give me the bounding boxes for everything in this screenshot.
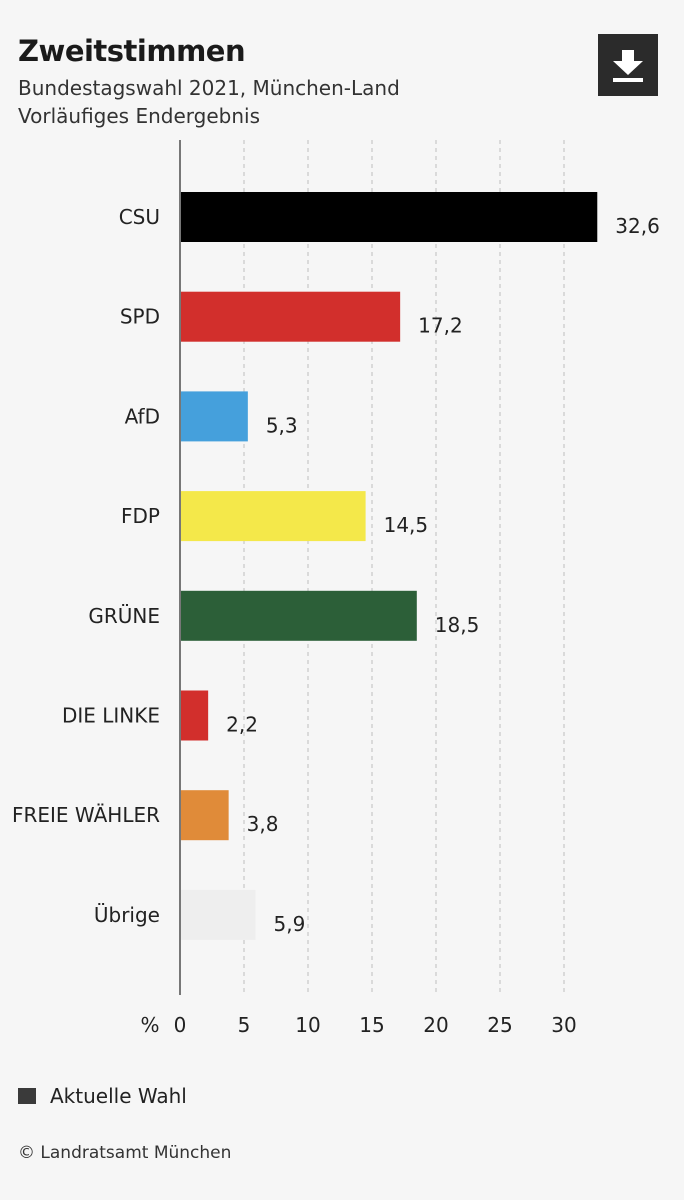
bar-chart: CSU 32,6 SPD 17,2 AfD 5,3 FDP 14,5 GRÜNE 18,5 DIE … xyxy=(12,140,660,1037)
download-icon xyxy=(613,50,643,82)
value-label: 5,9 xyxy=(274,912,306,936)
chart-subtitle: Bundestagswahl 2021, München-Land xyxy=(18,76,400,100)
tick-label: 20 xyxy=(423,1013,448,1037)
category-label: AfD xyxy=(125,404,160,428)
value-label: 14,5 xyxy=(384,513,429,537)
tick-label: 15 xyxy=(359,1013,384,1037)
bar-5 xyxy=(180,690,209,741)
axis-unit-label: % xyxy=(140,1013,159,1037)
legend-swatch xyxy=(18,1087,36,1104)
tick-label: 25 xyxy=(487,1013,512,1037)
bar-0 xyxy=(180,192,598,242)
value-label: 3,8 xyxy=(247,812,279,836)
category-label: DIE LINKE xyxy=(62,704,160,728)
category-label: Übrige xyxy=(94,903,160,927)
value-label: 5,3 xyxy=(266,413,298,437)
bar-2 xyxy=(180,391,248,442)
bar-4 xyxy=(180,590,417,641)
bar-7 xyxy=(180,889,256,940)
value-label: 2,2 xyxy=(226,713,258,737)
category-label: SPD xyxy=(120,305,160,329)
download-button[interactable] xyxy=(598,34,658,96)
tick-label: 0 xyxy=(174,1013,187,1037)
value-label: 18,5 xyxy=(435,613,480,637)
category-label: GRÜNE xyxy=(88,604,160,628)
chart-subtitle-status: Vorläufiges Endergebnis xyxy=(18,104,260,128)
tick-label: 5 xyxy=(238,1013,251,1037)
value-label: 32,6 xyxy=(615,214,660,238)
category-label: CSU xyxy=(119,205,160,229)
legend: Aktuelle Wahl xyxy=(18,1084,187,1108)
chart-title: Zweitstimmen xyxy=(18,34,246,68)
tick-label: 30 xyxy=(551,1013,576,1037)
legend-label: Aktuelle Wahl xyxy=(50,1084,187,1108)
category-label: FDP xyxy=(121,504,160,528)
category-label: FREIE WÄHLER xyxy=(12,803,160,827)
source-credit: © Landratsamt München xyxy=(18,1143,232,1163)
bar-3 xyxy=(180,491,366,542)
bar-1 xyxy=(180,291,401,342)
value-label: 17,2 xyxy=(418,314,463,338)
tick-label: 10 xyxy=(295,1013,320,1037)
bar-6 xyxy=(180,790,229,841)
